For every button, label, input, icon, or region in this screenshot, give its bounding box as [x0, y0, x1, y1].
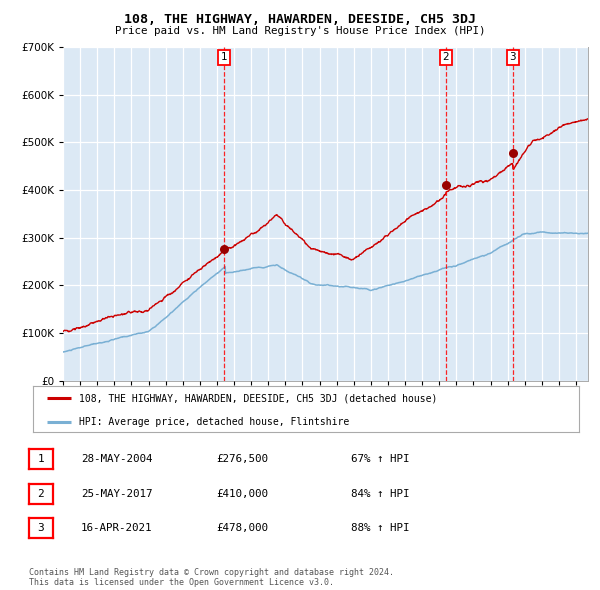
Text: 16-APR-2021: 16-APR-2021: [81, 523, 152, 533]
Text: 108, THE HIGHWAY, HAWARDEN, DEESIDE, CH5 3DJ: 108, THE HIGHWAY, HAWARDEN, DEESIDE, CH5…: [124, 13, 476, 26]
Text: 108, THE HIGHWAY, HAWARDEN, DEESIDE, CH5 3DJ (detached house): 108, THE HIGHWAY, HAWARDEN, DEESIDE, CH5…: [79, 394, 438, 404]
Text: £410,000: £410,000: [216, 489, 268, 499]
Text: Contains HM Land Registry data © Crown copyright and database right 2024.
This d: Contains HM Land Registry data © Crown c…: [29, 568, 394, 587]
Text: 67% ↑ HPI: 67% ↑ HPI: [351, 454, 409, 464]
Text: 3: 3: [509, 52, 516, 62]
Text: 28-MAY-2004: 28-MAY-2004: [81, 454, 152, 464]
Text: 84% ↑ HPI: 84% ↑ HPI: [351, 489, 409, 499]
Text: 2: 2: [37, 489, 44, 499]
Text: 2: 2: [443, 52, 449, 62]
Text: 25-MAY-2017: 25-MAY-2017: [81, 489, 152, 499]
Text: HPI: Average price, detached house, Flintshire: HPI: Average price, detached house, Flin…: [79, 417, 350, 427]
Text: 1: 1: [37, 454, 44, 464]
Text: £276,500: £276,500: [216, 454, 268, 464]
Text: 3: 3: [37, 523, 44, 533]
Text: 1: 1: [221, 52, 227, 62]
Text: £478,000: £478,000: [216, 523, 268, 533]
Text: 88% ↑ HPI: 88% ↑ HPI: [351, 523, 409, 533]
Text: Price paid vs. HM Land Registry's House Price Index (HPI): Price paid vs. HM Land Registry's House …: [115, 26, 485, 36]
